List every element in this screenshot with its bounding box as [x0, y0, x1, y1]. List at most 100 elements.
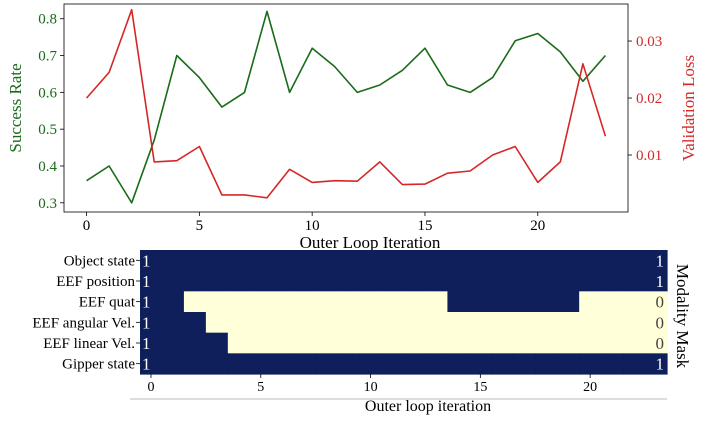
heatmap-right-value: 0 — [656, 334, 665, 353]
x-tick-label: 20 — [530, 218, 545, 234]
heatmap-cell — [535, 312, 558, 334]
heatmap-cell — [557, 353, 580, 375]
heatmap-cell — [227, 332, 251, 354]
heatmap-left-value: 1 — [142, 272, 151, 291]
heatmap-row-label: Gipper state — [62, 357, 135, 373]
heatmap-cell — [227, 291, 251, 313]
x-tick-label: 0 — [83, 218, 91, 234]
heatmap-cell — [645, 312, 668, 334]
heatmap-cell — [359, 270, 383, 292]
heatmap-right-value: 0 — [656, 313, 665, 332]
heatmap-cell — [601, 312, 624, 334]
heatmap-cell — [161, 353, 185, 375]
line-chart-frame — [63, 3, 629, 213]
heatmap-cell — [557, 291, 580, 313]
heatmap-cell — [315, 270, 339, 292]
heatmap-row-label: Object state — [64, 253, 136, 269]
heatmap-left-value: 1 — [142, 355, 151, 374]
heatmap-cell — [601, 270, 624, 292]
x-axis-label: Outer Loop Iteration — [300, 233, 441, 252]
heatmap-cell — [249, 332, 273, 354]
heatmap-cell — [293, 332, 317, 354]
heatmap-cell — [337, 312, 361, 334]
right-y-tick-label: 0.01 — [636, 148, 662, 164]
heatmap-cell — [249, 312, 273, 334]
heatmap-cell — [359, 332, 383, 354]
heatmap-cell — [425, 312, 449, 334]
heatmap-row-label: EEF angular Vel. — [32, 315, 135, 331]
heatmap-cell — [293, 250, 317, 272]
heatmap-cells — [140, 250, 668, 375]
heatmap-cell — [183, 353, 207, 375]
heatmap-cell — [557, 312, 580, 334]
heatmap-cell — [425, 353, 449, 375]
heatmap-cell — [579, 270, 602, 292]
heatmap-row-label: EEF quat — [79, 295, 136, 311]
heatmap-cell — [293, 312, 317, 334]
heatmap-cell — [513, 332, 536, 354]
heatmap-x-tick-label: 15 — [473, 380, 487, 395]
heatmap-cell — [425, 250, 449, 272]
heatmap-cell — [469, 270, 492, 292]
heatmap-right-value: 0 — [656, 293, 665, 312]
heatmap-cell — [447, 312, 470, 334]
heatmap-cell — [469, 312, 492, 334]
heatmap-cell — [359, 291, 383, 313]
heatmap-cell — [557, 332, 580, 354]
heatmap-x-tick-label: 5 — [257, 380, 264, 395]
heatmap-cell — [623, 270, 646, 292]
heatmap-cell — [315, 332, 339, 354]
heatmap-cell — [249, 291, 273, 313]
heatmap-cell — [315, 250, 339, 272]
heatmap-cell — [557, 250, 580, 272]
heatmap-cell — [227, 250, 251, 272]
heatmap-cell — [183, 312, 207, 334]
line-chart: 0 5 10 15 20 0.3 0.4 0.5 0.6 0.7 0.8 0.01 0.02 0.03 O… — [6, 3, 698, 252]
heatmap-cell — [491, 332, 514, 354]
heatmap-cell — [425, 332, 449, 354]
heatmap-right-value: 1 — [656, 355, 665, 374]
heatmap-row-label: EEF position — [56, 274, 135, 290]
heatmap-x-tick-label: 20 — [583, 380, 597, 395]
heatmap-cell — [271, 312, 295, 334]
heatmap-cell — [227, 353, 251, 375]
heatmap-cell — [513, 353, 536, 375]
heatmap-cell — [381, 291, 405, 313]
heatmap-cell — [645, 332, 668, 354]
heatmap-cell — [403, 332, 427, 354]
heatmap-right-value: 1 — [656, 272, 665, 291]
heatmap-cell — [469, 291, 492, 313]
heatmap-cell — [403, 250, 427, 272]
heatmap-cell — [140, 332, 163, 354]
heatmap-left-value: 1 — [142, 293, 151, 312]
heatmap-cell — [491, 291, 514, 313]
heatmap-cell — [205, 270, 229, 292]
heatmap-x-ticks: 0 5 10 15 20 — [147, 374, 597, 395]
heatmap-cell — [271, 353, 295, 375]
heatmap-cell — [381, 270, 405, 292]
heatmap-cell — [161, 332, 185, 354]
heatmap-cell — [403, 291, 427, 313]
heatmap-cell — [513, 250, 536, 272]
heatmap-cell — [293, 270, 317, 292]
heatmap-cell — [140, 270, 163, 292]
heatmap-cell — [271, 332, 295, 354]
heatmap-cell — [623, 332, 646, 354]
heatmap-cell — [491, 353, 514, 375]
heatmap-row-label: EEF linear Vel. — [43, 336, 135, 352]
heatmap-row-labels: Object state EEF position EEF quat EEF angu… — [32, 253, 140, 373]
heatmap-cell — [535, 332, 558, 354]
heatmap-x-tick-label: 10 — [364, 380, 378, 395]
heatmap-cell — [579, 250, 602, 272]
heatmap-cell — [381, 312, 405, 334]
heatmap-cell — [535, 250, 558, 272]
validation-loss-line — [85, 8, 607, 199]
right-y-tick-label: 0.02 — [636, 91, 662, 107]
heatmap-cell — [249, 250, 273, 272]
heatmap-cell — [513, 291, 536, 313]
heatmap-cell — [557, 270, 580, 292]
left-y-tick-label: 0.4 — [38, 159, 57, 175]
heatmap-cell — [337, 291, 361, 313]
line-chart-series — [85, 8, 607, 204]
